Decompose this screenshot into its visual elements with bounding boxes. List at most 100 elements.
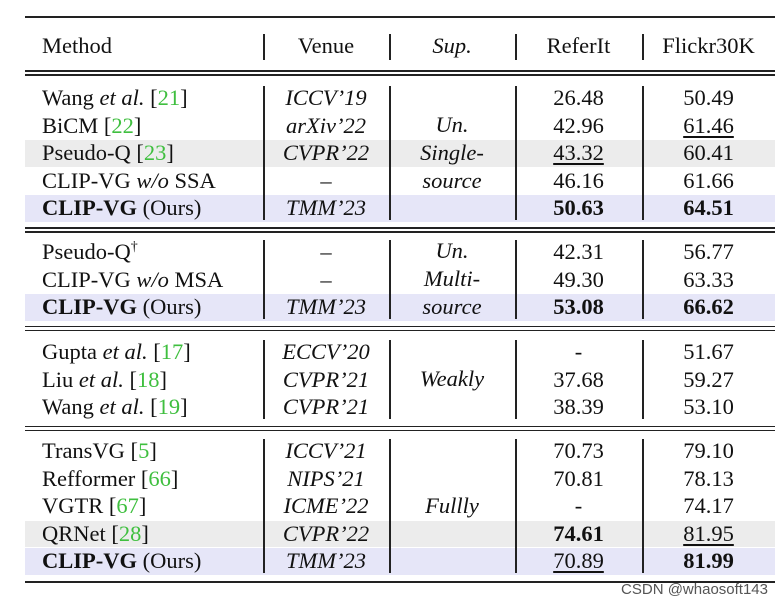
row-highlight: [25, 195, 775, 222]
method-text: (Ours): [137, 294, 202, 320]
supervision-line: Un.: [435, 112, 469, 137]
top-rule: [25, 16, 775, 18]
flickr-cell: 78.13: [642, 465, 775, 492]
flickr-value: 51.67: [683, 339, 734, 364]
method-text: [: [144, 394, 158, 420]
group-0-vline-0: [263, 86, 265, 220]
header-venue: Venue: [297, 33, 355, 58]
method-text: et al.: [102, 339, 148, 364]
group-3-vline-3: [642, 439, 644, 573]
referit-value: 74.61: [553, 520, 604, 546]
method-cell: Pseudo-Q†: [42, 238, 138, 265]
header-vline-0: [263, 34, 265, 60]
referit-value: 43.32: [553, 140, 604, 166]
group-rule-a: [25, 227, 775, 229]
flickr-value: 79.10: [683, 438, 734, 463]
referit-cell: 70.73: [515, 437, 642, 464]
referit-cell: 50.63: [515, 194, 642, 221]
method-text: Wang: [42, 394, 100, 420]
supervision-line: Un.: [435, 238, 469, 264]
flickr-cell: 61.66: [642, 167, 775, 194]
group-2-vline-2: [515, 340, 517, 419]
flickr-cell: 60.41: [642, 139, 775, 166]
group-1-vline-2: [515, 240, 517, 319]
supervision-label: Weakly: [389, 365, 515, 393]
method-text: VGTR [: [42, 493, 117, 519]
referit-value: 37.68: [553, 366, 604, 392]
method-text: Pseudo-Q: [42, 239, 131, 264]
referit-value: 42.31: [553, 239, 604, 264]
referit-cell: 42.96: [515, 112, 642, 139]
referit-value: 42.96: [553, 112, 604, 138]
referit-value: 38.39: [553, 394, 604, 420]
flickr-cell: 53.10: [642, 393, 775, 420]
referit-value: 70.73: [553, 438, 604, 463]
flickr-value: 61.46: [683, 112, 734, 138]
method-text: CLIP-VG: [42, 167, 137, 193]
header-referit: ReferIt: [546, 33, 611, 58]
citation-ref: 17: [160, 339, 184, 364]
venue-cell: ICME’22: [283, 493, 369, 519]
header-method: Method: [42, 33, 112, 58]
watermark: CSDN @whaosoft143: [621, 581, 768, 598]
group-1-vline-3: [642, 240, 644, 319]
group-2-vline-3: [642, 340, 644, 419]
method-cell: Gupta et al. [17]: [42, 338, 191, 365]
method-text: BiCM [: [42, 112, 112, 138]
referit-cell: 74.61: [515, 520, 642, 547]
citation-ref: 67: [116, 493, 139, 519]
citation-ref: 5: [138, 438, 150, 463]
header-vline-3: [642, 34, 644, 60]
method-cell: Refformer [66]: [42, 465, 178, 492]
method-text: CLIP-VG: [42, 195, 137, 221]
venue-cell: CVPR’22: [282, 140, 370, 166]
method-text: TransVG [: [42, 438, 139, 463]
referit-cell: 70.89: [515, 547, 642, 574]
referit-cell: 43.32: [515, 139, 642, 166]
method-text: ]: [141, 520, 149, 546]
supervision-line: Weakly: [419, 366, 485, 392]
group-3-vline-0: [263, 439, 265, 573]
group-1-vline-1: [389, 240, 391, 319]
referit-cell: -: [515, 492, 642, 519]
method-text: ]: [149, 438, 157, 463]
flickr-cell: 81.99: [642, 547, 775, 574]
method-text: [: [123, 366, 138, 392]
flickr-value: 74.17: [683, 493, 734, 519]
flickr-cell: 81.95: [642, 520, 775, 547]
flickr-cell: 56.77: [642, 238, 775, 265]
venue-cell: ECCV’20: [282, 339, 370, 364]
method-text: ]: [170, 465, 179, 491]
referit-cell: 53.08: [515, 293, 642, 320]
group-rule-b: [25, 231, 775, 233]
method-cell: Liu et al. [18]: [42, 366, 167, 393]
method-text: w/o: [136, 266, 169, 292]
bottom-rule: [25, 581, 775, 583]
citation-ref: 22: [111, 112, 134, 138]
referit-cell: 49.30: [515, 266, 642, 293]
method-text: w/o: [136, 167, 169, 193]
venue-cell: ICCV’21: [285, 438, 367, 463]
method-text: [: [147, 339, 161, 364]
citation-ref: 23: [143, 140, 167, 166]
flickr-cell: 50.49: [642, 84, 775, 111]
referit-value: 46.16: [553, 167, 604, 193]
method-text: SSA: [168, 167, 216, 193]
venue-cell: CVPR’21: [282, 366, 370, 392]
referit-cell: -: [515, 338, 642, 365]
flickr-value: 66.62: [683, 294, 734, 320]
flickr-cell: 74.17: [642, 492, 775, 519]
method-cell: BiCM [22]: [42, 112, 141, 139]
method-text: CLIP-VG: [42, 266, 137, 292]
header-vline-1: [389, 34, 391, 60]
method-cell: VGTR [67]: [42, 492, 146, 519]
flickr-value: 53.10: [683, 394, 734, 420]
referit-cell: 46.16: [515, 167, 642, 194]
venue-cell: TMM’23: [286, 294, 366, 320]
method-text: (Ours): [137, 548, 202, 574]
method-cell: CLIP-VG (Ours): [42, 194, 201, 221]
method-text: ]: [133, 112, 142, 138]
flickr-value: 60.41: [683, 140, 734, 166]
method-text: et al.: [78, 366, 124, 392]
referit-cell: 26.48: [515, 84, 642, 111]
